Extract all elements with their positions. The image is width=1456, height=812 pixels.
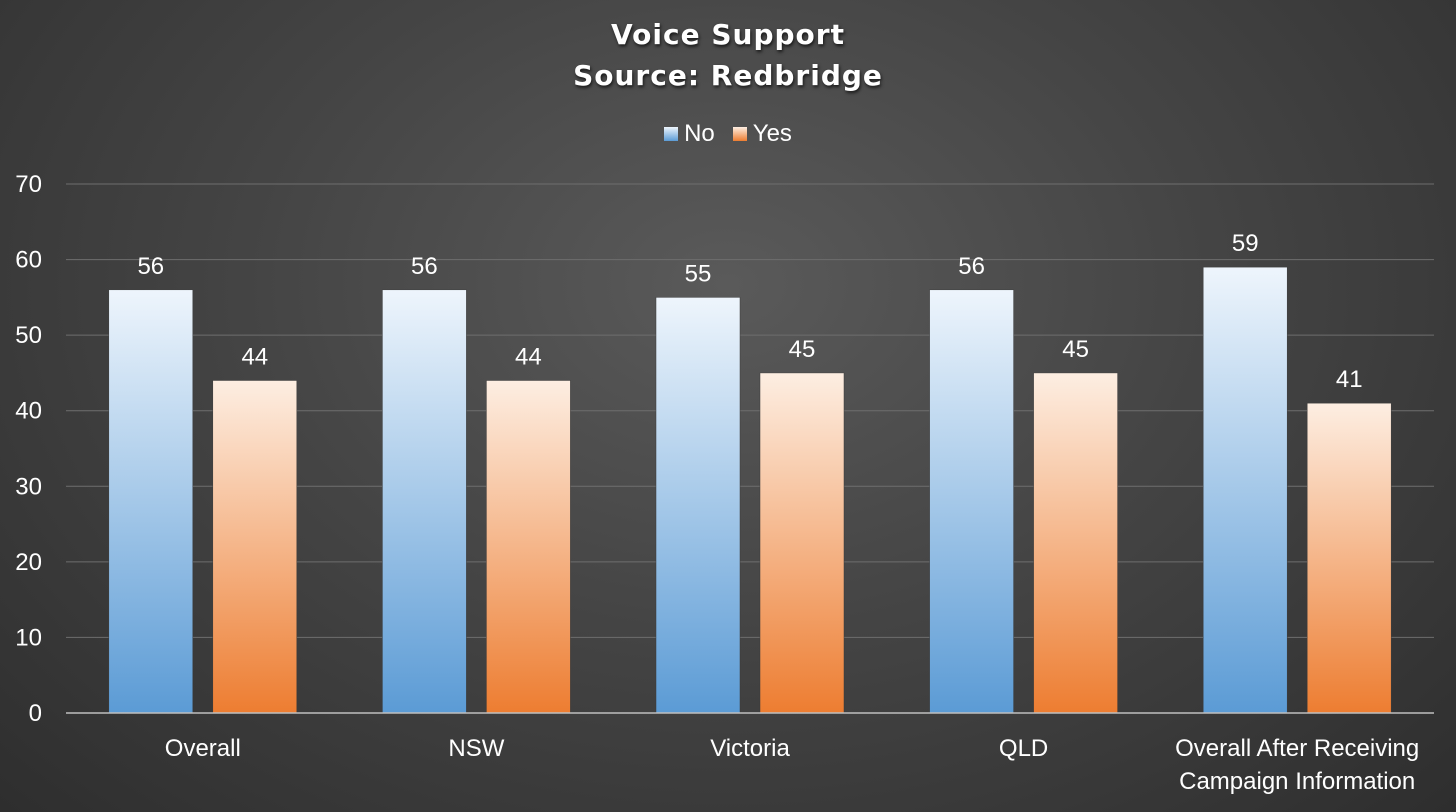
legend: No Yes <box>0 120 1456 148</box>
data-labels: 56 44 56 44 55 45 56 45 59 41 <box>137 230 1362 393</box>
chart-subtitle: Source: Redbridge <box>573 59 883 92</box>
data-label: 41 <box>1336 366 1363 393</box>
bar-no <box>655 297 741 714</box>
bar-yes <box>1033 372 1118 714</box>
x-tick-label: Overall After Receiving <box>1175 735 1419 762</box>
y-tick-label: 70 <box>15 171 42 198</box>
legend-swatch-yes <box>732 127 747 141</box>
y-tick-label: 10 <box>15 624 42 651</box>
y-axis-ticks: 0 10 20 30 40 50 60 70 <box>15 171 42 727</box>
data-label: 44 <box>241 343 268 370</box>
data-label: 56 <box>411 253 438 280</box>
chart-title: Voice Support <box>611 18 845 51</box>
bar-yes <box>486 380 571 714</box>
y-tick-label: 50 <box>15 322 42 349</box>
y-tick-label: 20 <box>15 549 42 576</box>
x-tick-label: Overall <box>165 735 241 762</box>
data-label: 55 <box>685 260 712 287</box>
bar-no <box>382 289 467 714</box>
bar-yes <box>212 380 298 714</box>
x-tick-label: Victoria <box>710 735 790 762</box>
data-label: 45 <box>789 336 816 363</box>
data-label: 56 <box>958 253 985 280</box>
legend-item-no: No <box>664 120 715 148</box>
y-tick-label: 40 <box>15 398 42 425</box>
y-tick-label: 60 <box>15 247 42 274</box>
data-label: 44 <box>515 343 542 370</box>
x-axis-ticks: Overall NSW Victoria QLD Overall After Recei… <box>165 735 1419 795</box>
legend-label-yes: Yes <box>752 120 792 147</box>
bar-no <box>929 289 1014 714</box>
bars <box>108 266 1392 714</box>
x-tick-label: NSW <box>448 735 504 762</box>
legend-label-no: No <box>684 120 715 147</box>
data-label: 45 <box>1062 336 1089 363</box>
bar-no <box>108 289 194 714</box>
legend-item-yes: Yes <box>732 120 792 148</box>
x-tick-label: Campaign Information <box>1179 768 1415 795</box>
data-label: 56 <box>137 253 164 280</box>
y-tick-label: 30 <box>15 473 42 500</box>
y-tick-label: 0 <box>29 700 42 727</box>
data-label: 59 <box>1232 230 1259 257</box>
bar-yes <box>759 372 845 714</box>
bar-no <box>1202 266 1288 714</box>
legend-swatch-no <box>664 127 679 141</box>
bar-yes <box>1306 402 1392 714</box>
x-tick-label: QLD <box>999 735 1048 762</box>
